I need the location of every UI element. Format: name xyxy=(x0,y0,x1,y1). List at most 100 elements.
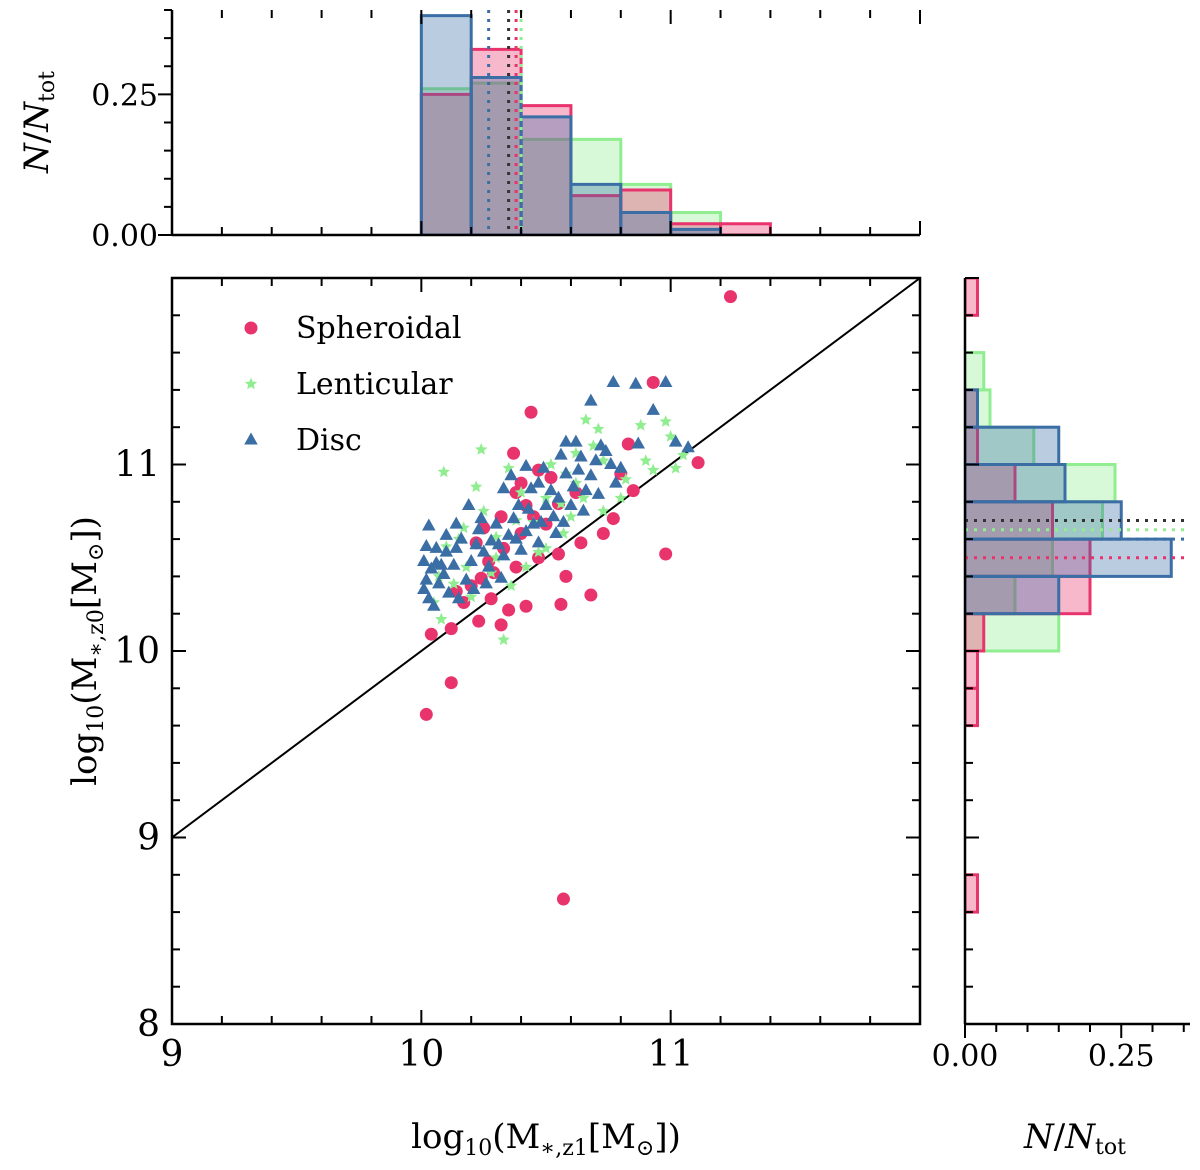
point-spheroidal xyxy=(444,622,458,636)
top-histogram-bars xyxy=(419,14,772,235)
point-disc xyxy=(417,581,431,594)
right-histogram-x-ticks: 0.00 0.25 xyxy=(932,1024,1185,1074)
scatter-x-ticks: 9 10 11 xyxy=(161,278,921,1075)
point-disc xyxy=(509,531,523,544)
point-lenticular xyxy=(539,491,553,504)
point-disc xyxy=(668,434,683,447)
point-lenticular xyxy=(485,566,498,578)
top-bar-disc xyxy=(569,182,623,235)
right-bar-spheroidal xyxy=(965,873,979,914)
right-bar-spheroidal xyxy=(965,649,979,690)
point-disc xyxy=(511,498,526,511)
point-disc xyxy=(536,460,551,473)
top-bar-lenticular xyxy=(569,137,623,235)
right-bar-disc xyxy=(965,574,1061,616)
point-spheroidal xyxy=(524,405,538,419)
point-spheroidal xyxy=(621,437,635,451)
point-spheroidal xyxy=(472,614,486,628)
point-disc xyxy=(524,481,538,494)
top-bar-lenticular xyxy=(469,81,523,235)
point-disc xyxy=(584,468,598,481)
point-disc xyxy=(569,434,583,447)
point-disc xyxy=(614,460,628,473)
right-bar-spheroidal xyxy=(965,612,986,653)
point-spheroidal xyxy=(584,588,598,602)
point-spheroidal xyxy=(484,592,498,606)
scatter-y-axis-label: log10(M∗,z0[M⊙]) xyxy=(65,516,109,786)
point-disc xyxy=(576,503,591,516)
right-bar-disc xyxy=(965,537,1173,578)
point-disc xyxy=(491,537,506,550)
legend: Spheroidal Lenticular Disc xyxy=(244,311,462,458)
legend-label-disc: Disc xyxy=(296,423,362,458)
point-disc xyxy=(681,440,695,453)
x-tick-label: 9 xyxy=(161,1034,184,1075)
point-disc xyxy=(559,466,573,479)
point-spheroidal xyxy=(724,290,738,304)
right-histogram-median-lines xyxy=(965,518,1190,560)
point-disc xyxy=(539,498,553,511)
top-bar-disc xyxy=(419,14,473,235)
scatter-points xyxy=(417,290,738,906)
top-y-tick-label: 0.25 xyxy=(91,78,158,113)
point-disc xyxy=(469,537,483,550)
point-disc xyxy=(459,572,473,585)
point-spheroidal xyxy=(574,536,588,550)
point-lenticular xyxy=(677,448,690,461)
point-lenticular xyxy=(577,491,590,504)
point-lenticular xyxy=(497,633,510,646)
top-y-tick-label: 0.00 xyxy=(91,219,158,254)
point-lenticular xyxy=(437,465,450,478)
point-disc xyxy=(437,567,451,580)
point-disc xyxy=(571,462,586,475)
point-disc xyxy=(442,585,456,598)
right-bar-spheroidal xyxy=(965,686,979,728)
point-lenticular xyxy=(544,458,558,470)
top-histogram-y-axis-label: N/Ntot xyxy=(17,71,60,174)
point-disc xyxy=(419,539,434,552)
point-lenticular xyxy=(619,472,632,485)
point-disc xyxy=(606,374,621,387)
point-lenticular xyxy=(579,413,593,425)
legend-label-lenticular: Lenticular xyxy=(296,367,453,402)
top-bar-spheroidal xyxy=(719,222,772,235)
point-disc xyxy=(466,581,481,594)
point-disc xyxy=(556,514,571,527)
point-disc xyxy=(494,570,508,583)
point-disc xyxy=(549,526,563,539)
scatter-y-ticks: 8 9 10 11 xyxy=(114,277,920,1045)
point-lenticular xyxy=(659,415,672,427)
point-lenticular xyxy=(669,461,682,474)
point-disc xyxy=(574,449,588,462)
point-disc xyxy=(422,591,436,604)
point-disc xyxy=(519,524,533,537)
point-spheroidal xyxy=(626,484,640,498)
point-disc xyxy=(501,527,516,540)
y-tick-label: 11 xyxy=(114,445,160,486)
point-spheroidal xyxy=(659,547,673,561)
point-disc xyxy=(481,559,496,572)
point-spheroidal xyxy=(532,551,546,565)
point-lenticular xyxy=(470,480,483,493)
right-x-tick-label: 0.25 xyxy=(1088,1039,1155,1074)
point-disc xyxy=(559,434,573,447)
point-disc xyxy=(531,535,546,548)
top-bar-spheroidal xyxy=(519,104,573,235)
point-lenticular xyxy=(634,418,647,431)
point-disc xyxy=(604,457,618,469)
right-bar-lenticular xyxy=(965,351,986,392)
point-disc xyxy=(579,483,593,496)
point-spheroidal xyxy=(419,707,433,721)
one-to-one-line xyxy=(172,278,920,839)
point-lenticular xyxy=(504,579,518,591)
point-disc xyxy=(464,553,478,566)
point-disc xyxy=(658,374,673,387)
point-disc xyxy=(432,576,446,589)
right-histogram-x-axis-label: N/Ntot xyxy=(1023,1117,1126,1160)
top-bar-disc xyxy=(469,76,523,235)
scatter-x-axis-label: log10(M∗,z1[M⊙]) xyxy=(411,1117,681,1161)
scatter-frame xyxy=(170,276,922,1026)
point-disc xyxy=(489,516,503,529)
right-bar-disc xyxy=(965,500,1123,541)
